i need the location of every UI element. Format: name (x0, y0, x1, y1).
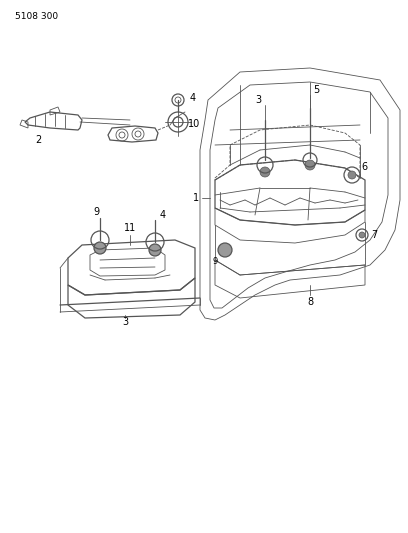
Circle shape (94, 242, 106, 254)
Circle shape (348, 171, 356, 179)
Circle shape (359, 232, 365, 238)
Circle shape (305, 160, 315, 170)
Text: 3: 3 (255, 95, 261, 105)
Circle shape (218, 243, 232, 257)
Text: 8: 8 (307, 297, 313, 307)
Circle shape (260, 167, 270, 177)
Text: 4: 4 (160, 210, 166, 220)
Text: 7: 7 (371, 230, 377, 240)
Text: 1: 1 (193, 193, 199, 203)
Text: 11: 11 (124, 223, 136, 233)
Text: 5: 5 (313, 85, 319, 95)
Text: 2: 2 (35, 135, 41, 145)
Text: 5108 300: 5108 300 (15, 12, 58, 21)
Text: 10: 10 (188, 119, 200, 129)
Text: 3: 3 (122, 317, 128, 327)
Text: 9: 9 (93, 207, 99, 217)
Text: 6: 6 (361, 162, 367, 172)
Text: 4: 4 (190, 93, 196, 103)
Circle shape (149, 244, 161, 256)
Text: 9: 9 (213, 257, 217, 266)
